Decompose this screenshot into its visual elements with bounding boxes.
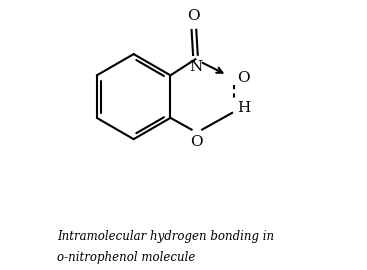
Text: O: O	[190, 135, 203, 149]
Text: N: N	[189, 60, 202, 74]
Text: H: H	[237, 101, 250, 114]
Text: Intramolecular hydrogen bonding in: Intramolecular hydrogen bonding in	[57, 230, 274, 243]
Text: O: O	[237, 71, 250, 85]
Text: o-nitrophenol molecule: o-nitrophenol molecule	[57, 251, 195, 264]
Text: O: O	[188, 9, 200, 23]
